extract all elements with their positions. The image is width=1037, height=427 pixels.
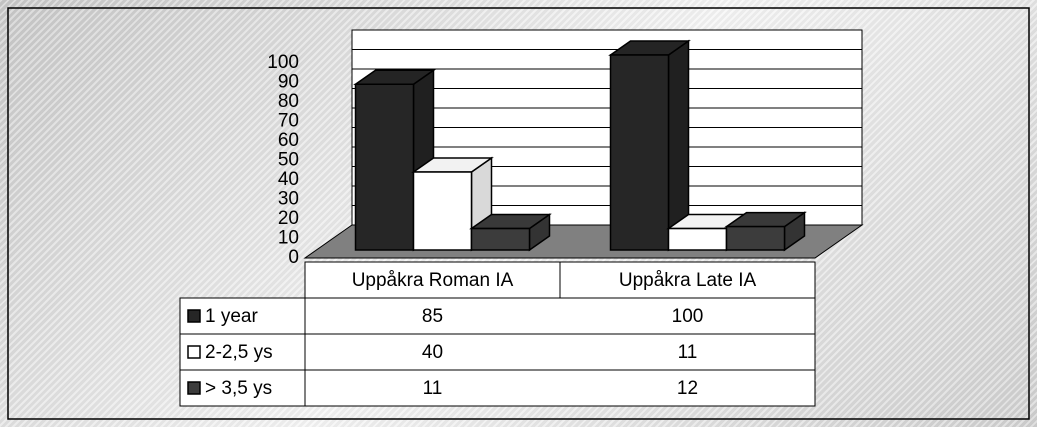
table-value: 40 xyxy=(422,342,443,363)
legend-label: 1 year xyxy=(205,306,258,327)
y-tick-label: 30 xyxy=(278,189,299,210)
x-tick-label: Uppåkra Roman IA xyxy=(352,270,514,291)
table-value: 11 xyxy=(678,342,698,363)
legend-swatch xyxy=(187,381,201,395)
bar xyxy=(412,171,473,251)
bar xyxy=(667,227,728,251)
legend-swatch xyxy=(187,345,201,359)
y-tick-label: 80 xyxy=(278,91,299,112)
x-tick-label: Uppåkra Late IA xyxy=(619,270,757,291)
table-row xyxy=(179,369,816,407)
table-row xyxy=(179,333,816,371)
legend-label: 2-2,5 ys xyxy=(205,342,273,363)
y-tick-label: 100 xyxy=(267,52,299,73)
y-tick-label: 50 xyxy=(278,150,299,171)
legend-label: > 3,5 ys xyxy=(205,378,272,399)
table-value: 100 xyxy=(672,306,704,327)
bar xyxy=(609,54,670,251)
y-tick-label: 40 xyxy=(278,169,299,190)
table-row xyxy=(179,297,816,335)
y-tick-label: 60 xyxy=(278,130,299,151)
legend-swatch xyxy=(187,309,201,323)
chart-border xyxy=(7,7,1030,420)
bar xyxy=(725,225,786,251)
y-tick-label: 20 xyxy=(278,208,299,229)
y-tick-label: 0 xyxy=(288,247,299,268)
table-value: 11 xyxy=(423,378,443,399)
y-tick-label: 10 xyxy=(278,228,299,249)
y-tick-label: 70 xyxy=(278,111,299,132)
table-value: 85 xyxy=(422,306,443,327)
table-value: 12 xyxy=(677,378,698,399)
y-tick-label: 90 xyxy=(278,72,299,93)
bar xyxy=(470,227,531,251)
bar xyxy=(354,83,415,251)
